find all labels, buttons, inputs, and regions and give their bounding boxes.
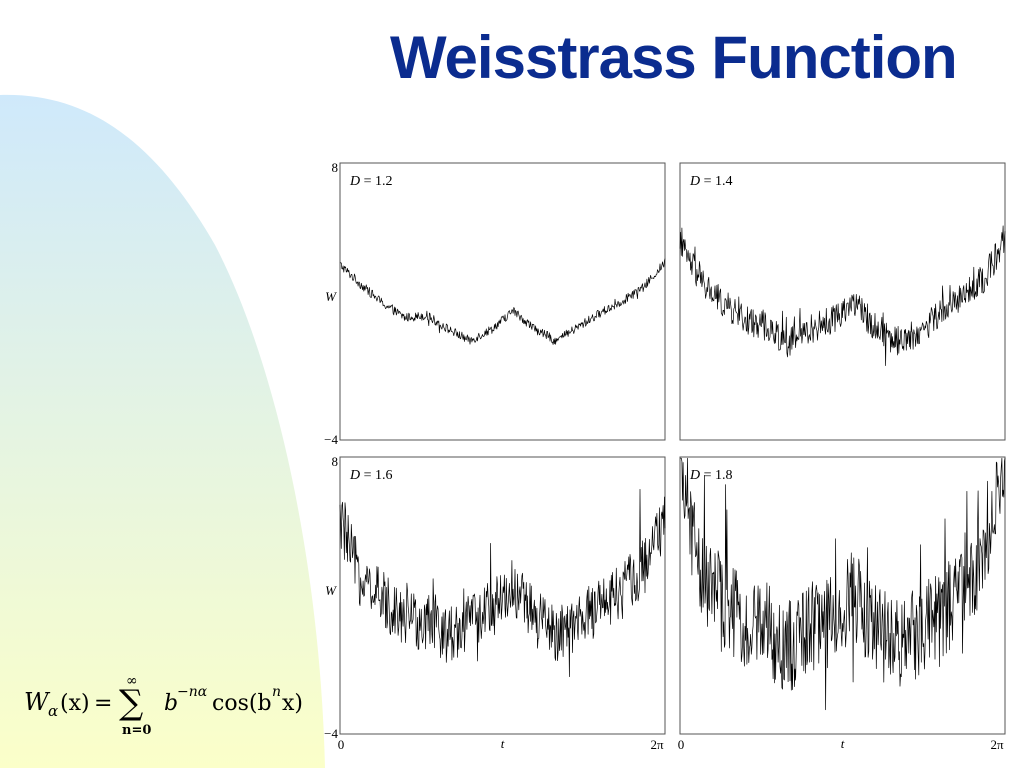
formula-lhs-subscript: α xyxy=(48,702,58,720)
formula-term-base: b xyxy=(164,691,178,716)
y-tick-label: 8 xyxy=(332,160,339,175)
chart-panel-bottom-left: D = 1.6 8 −4 W 0 2π t xyxy=(324,454,666,752)
annotation-value: 1.2 xyxy=(375,174,393,189)
dimension-annotation: D = 1.2 xyxy=(349,174,393,189)
plot-frame xyxy=(679,456,1006,735)
annotation-equals: = xyxy=(360,468,375,483)
series-line xyxy=(339,489,666,678)
annotation-equals: = xyxy=(700,174,715,189)
x-tick-label: 2π xyxy=(990,737,1004,752)
formula-cos-exponent: n xyxy=(272,684,281,700)
formula-sum-lower: n=0 xyxy=(122,723,151,738)
plot-frame xyxy=(339,162,666,441)
formula-term-exponent: −nα xyxy=(177,684,208,700)
annotation-value: 1.4 xyxy=(715,174,733,189)
x-tick-label: 0 xyxy=(338,737,345,752)
series-line xyxy=(679,225,1006,366)
dimension-annotation: D = 1.6 xyxy=(349,468,393,483)
annotation-equals: = xyxy=(360,174,375,189)
x-tick-label: 0 xyxy=(678,737,685,752)
y-axis-label: W xyxy=(325,583,337,598)
formula-lhs-arg: (x) xyxy=(60,691,90,716)
annotation-variable: D xyxy=(349,174,360,189)
slide-title: Weisstrass Function xyxy=(390,24,958,91)
series-line xyxy=(339,258,666,345)
formula-sum-upper: ∞ xyxy=(126,673,138,689)
formula-cos-text: cos(b xyxy=(212,691,272,716)
dimension-annotation: D = 1.8 xyxy=(689,468,733,483)
x-axis-label: t xyxy=(841,736,845,751)
y-tick-label: −4 xyxy=(324,432,338,447)
formula-cos-tail: x) xyxy=(282,691,303,716)
annotation-variable: D xyxy=(689,174,700,189)
chart-panel-top-right: D = 1.4 xyxy=(679,162,1006,441)
x-axis-label: t xyxy=(501,736,505,751)
annotation-variable: D xyxy=(349,468,360,483)
dimension-annotation: D = 1.4 xyxy=(689,174,733,189)
x-tick-label: 2π xyxy=(650,737,664,752)
annotation-variable: D xyxy=(689,468,700,483)
annotation-equals: = xyxy=(700,468,715,483)
y-axis-label: W xyxy=(325,289,337,304)
formula-equals: = xyxy=(94,691,112,716)
weierstrass-formula: W α (x) = ∞ ∑ n=0 b −nα cos(b n x) xyxy=(24,673,303,738)
annotation-value: 1.6 xyxy=(375,468,393,483)
decorative-curve-shape xyxy=(0,94,325,768)
chart-panel-top-left: D = 1.2 8 −4 W xyxy=(324,160,666,447)
formula-lhs-symbol: W xyxy=(24,688,51,716)
chart-panel-bottom-right: D = 1.8 0 2π t xyxy=(678,456,1006,752)
formula-sum-symbol: ∑ xyxy=(119,683,143,723)
annotation-value: 1.8 xyxy=(715,468,733,483)
series-line xyxy=(680,457,1006,711)
y-tick-label: 8 xyxy=(332,454,339,469)
y-tick-label: −4 xyxy=(324,726,338,741)
